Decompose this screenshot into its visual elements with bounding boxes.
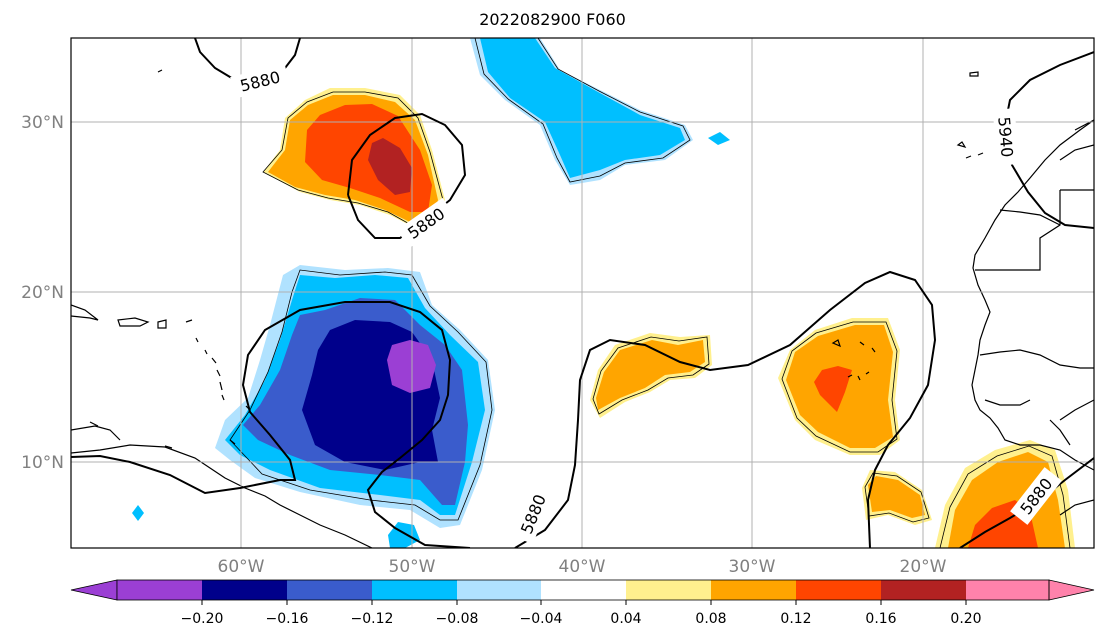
lat-label-10n: 10°N <box>21 453 64 473</box>
lon-label-40w: 40°W <box>559 557 606 577</box>
colorbar-tick-label: 0.04 <box>610 611 641 627</box>
colorbar-bin <box>966 580 1049 600</box>
positive-anomaly-east <box>778 318 932 525</box>
colorbar-bin <box>372 580 457 600</box>
colorbar-bin <box>202 580 287 600</box>
colorbar-tick-label: −0.12 <box>351 611 394 627</box>
map-frame <box>70 37 1095 549</box>
colorbar-tick-label: −0.20 <box>181 611 224 627</box>
colorbar-tick-label: 0.08 <box>695 611 726 627</box>
colorbar-high-extend <box>1048 579 1095 601</box>
lat-label-20n: 20°N <box>21 283 64 303</box>
colorbar-tick-label: −0.16 <box>266 611 309 627</box>
colorbar-bin <box>287 580 372 600</box>
positive-anomaly-central <box>590 333 712 418</box>
colorbar: −0.20 −0.16 −0.12 −0.08 −0.04 0.04 0.08 … <box>70 579 1095 627</box>
shade-navy <box>302 320 440 470</box>
lon-label-50w: 50°W <box>389 557 436 577</box>
colorbar-bin <box>626 580 711 600</box>
shade-orange-e2 <box>868 476 925 518</box>
contour-5880-east <box>514 270 937 548</box>
lon-label-30w: 30°W <box>729 557 776 577</box>
shade-sky-dot <box>708 132 730 145</box>
colorbar-tick-label: 0.20 <box>950 611 981 627</box>
lat-label-30n: 30°N <box>21 113 64 133</box>
shade-orange-c <box>596 340 705 410</box>
colorbar-tick-label: 0.12 <box>780 611 811 627</box>
contour-5880-caribbean <box>71 301 471 548</box>
colorbar-bin <box>711 580 796 600</box>
shade-firebrick-nw <box>368 138 412 195</box>
colorbar-bin <box>457 580 541 600</box>
colorbar-low-extend <box>70 579 118 601</box>
lon-label-20w: 20°W <box>900 557 947 577</box>
colorbar-bin <box>117 580 202 600</box>
lon-label-60w: 60°W <box>218 557 265 577</box>
shade-redorange-e <box>814 366 852 412</box>
shade-sky-diamond <box>132 505 144 521</box>
colorbar-tick-label: 0.16 <box>865 611 896 627</box>
page-title: 2022082900 F060 <box>479 10 626 29</box>
colorbar-tick-label: −0.08 <box>436 611 479 627</box>
contour-label: 5940 <box>994 116 1016 158</box>
coastlines <box>71 69 1094 548</box>
colorbar-tick-label: −0.04 <box>520 611 563 627</box>
colorbar-bin <box>541 580 626 600</box>
map-area: 5880 5880 5880 5880 5940 <box>71 38 1094 548</box>
contour-5880-loop <box>347 112 467 239</box>
colorbar-bin <box>881 580 966 600</box>
colorbar-bin <box>796 580 881 600</box>
